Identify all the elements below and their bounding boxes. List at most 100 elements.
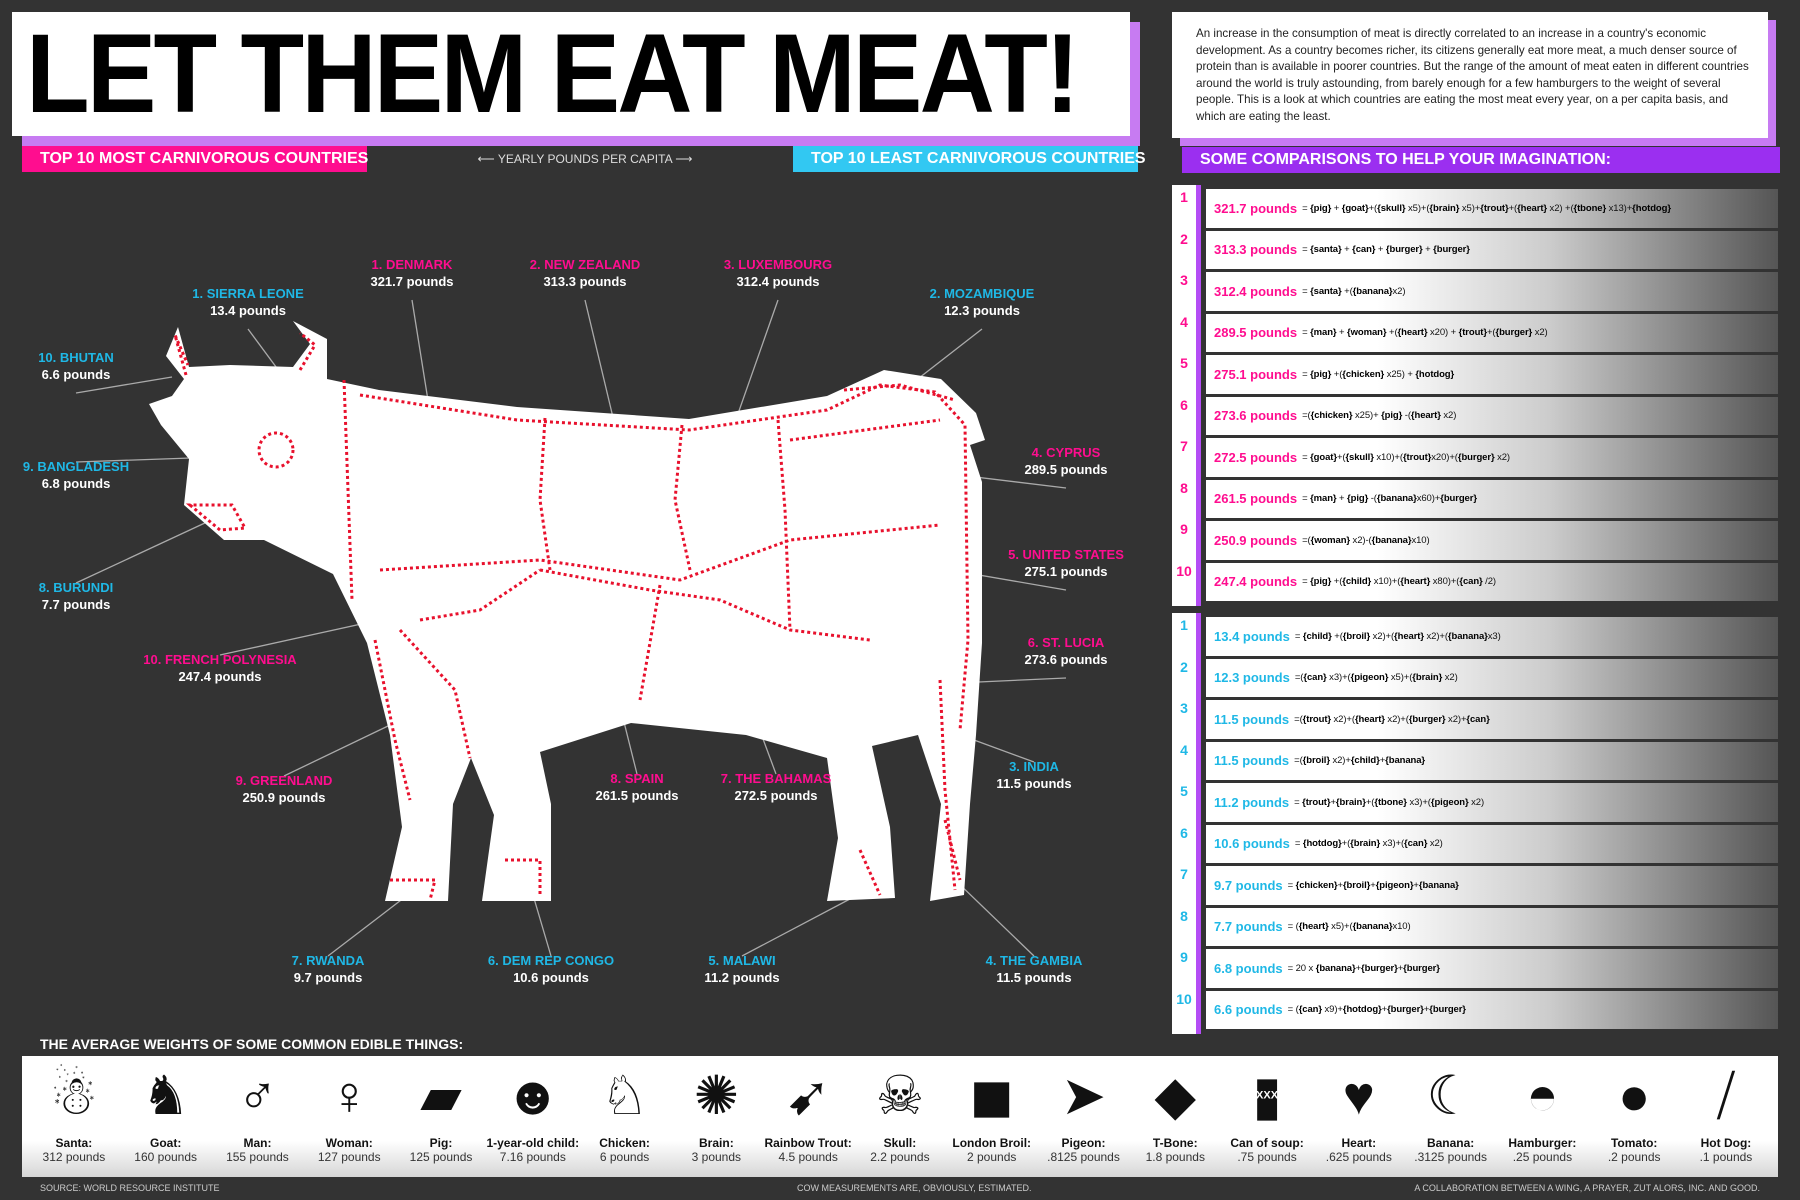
weight-value: 3 pounds [691, 1150, 742, 1164]
formula-text: = [1302, 327, 1311, 339]
comparison-row: 7.7 pounds = ({heart} x5)+({banana}x10) [1206, 907, 1778, 946]
formula-text: x2) [1532, 327, 1548, 339]
comparison-value: 11.5 pounds [1214, 753, 1290, 769]
can-icon: {can} [1352, 244, 1376, 256]
cow-diagram [75, 299, 1067, 957]
weight-name: Tomato: [1610, 1136, 1658, 1150]
child-icon: {child} [1342, 576, 1372, 588]
formula-text: x10)+( [1371, 576, 1401, 588]
formula-text: = [1302, 244, 1311, 256]
skull-icon: {skull} [1345, 451, 1374, 463]
weight-value: 4.5 pounds [778, 1150, 838, 1164]
weight-value: 127 pounds [317, 1150, 381, 1164]
formula-text: x2) +( [1547, 202, 1574, 214]
country-value: 313.3 pounds [543, 274, 627, 289]
comparison-value: 312.4 pounds [1214, 283, 1298, 299]
comparison-formula: =({can} x3)+({pigeon} x5)+({brain} x2) [1295, 672, 1458, 683]
weight-item: ⧸ Hot Dog: .1 pounds [1681, 1056, 1771, 1177]
formula-text: x10) [1392, 921, 1411, 933]
comparison-value: 11.2 pounds [1214, 794, 1290, 810]
weight-item: ▮ XXX Can of soup: .75 pounds [1222, 1056, 1312, 1177]
weight-value: .75 pounds [1237, 1150, 1297, 1164]
burger-icon: ◓ [1526, 1066, 1559, 1126]
weight-value: 6 pounds [599, 1150, 650, 1164]
weight-item: ☠ Skull: 2.2 pounds [855, 1056, 945, 1177]
formula-text: + [1381, 1004, 1388, 1016]
formula-text: + [1336, 327, 1348, 339]
child-icon: {child} [1350, 755, 1380, 767]
weight-name: Goat: [150, 1136, 182, 1150]
formula-text: +( [1368, 202, 1378, 214]
weight-item: ◼ London Broil: 2 pounds [947, 1056, 1037, 1177]
formula-text: +( [1341, 285, 1353, 297]
country-label: 7. THE BAHAMAS 272.5 pounds [721, 770, 832, 804]
formula-text: =( [1294, 755, 1303, 767]
comparison-row: 250.9 pounds =({woman} x2)-({banana}x10) [1206, 521, 1778, 560]
country-label: 7. RWANDA 9.7 pounds [292, 952, 365, 986]
country-value: 12.3 pounds [944, 303, 1020, 318]
country-label: 3. LUXEMBOURG 312.4 pounds [724, 256, 832, 290]
can-label: XXX [1256, 1089, 1279, 1102]
comparison-formula: = {chicken}+{broil}+{pigeon}+{banana} [1288, 880, 1459, 891]
child-icon: ☻ [504, 1066, 562, 1126]
weight-item: ☻ 1-year-old child: 7.16 pounds [486, 1056, 579, 1177]
man-icon: ♂ [237, 1066, 278, 1126]
leader-line [75, 376, 173, 394]
comparison-row: 313.3 pounds = {santa} + {can} + {burger}… [1206, 230, 1778, 269]
comparison-formula: =({chicken} x25)+ {pig} -({heart} x2) [1302, 410, 1456, 421]
formula-text: x2)+( [1384, 713, 1409, 725]
country-value: 9.7 pounds [293, 970, 363, 985]
weight-name: Can of soup: [1230, 1136, 1304, 1150]
comparison-formula: = {trout}+{brain}+({tbone} x3)+({pigeon}… [1294, 797, 1484, 808]
country-name: 10. FRENCH POLYNESIA [143, 652, 297, 667]
rank-number: 5 [1180, 783, 1188, 799]
weight-value: .25 pounds [1512, 1150, 1573, 1164]
burger-icon: {burger} [1433, 244, 1470, 256]
comparison-formula: =({woman} x2)-({banana}x10) [1302, 534, 1430, 546]
weight-value: .625 pounds [1325, 1150, 1392, 1164]
santa-icon: {santa} [1310, 285, 1342, 297]
skull-icon: {skull} [1377, 202, 1406, 214]
page-title: LET THEM EAT MEAT! [26, 11, 1080, 136]
brain-icon: {brain} [1429, 202, 1460, 214]
formula-text: x2)+ [1445, 713, 1467, 725]
comparison-value: 272.5 pounds [1214, 449, 1298, 465]
pig-icon: ▰ [420, 1066, 462, 1126]
comparison-formula: = {man} + {pig} -({banana}x60)+{burger} [1302, 493, 1477, 504]
weight-name: Hot Dog: [1700, 1136, 1752, 1150]
country-value: 11.5 pounds [996, 776, 1072, 791]
chicken-icon: {chicken} [1342, 368, 1385, 380]
country-value: 250.9 pounds [242, 790, 326, 805]
weight-item: ♀ Woman: 127 pounds [304, 1056, 394, 1177]
formula-text: /2) [1482, 576, 1496, 588]
country-value: 11.2 pounds [704, 970, 780, 985]
country-label: 8. BURUNDI 7.7 pounds [39, 579, 113, 613]
broil-icon: {broil} [1302, 755, 1330, 767]
comparison-row: 273.6 pounds =({chicken} x25)+ {pig} -({h… [1206, 396, 1778, 435]
man-icon: {man} [1310, 493, 1337, 505]
country-value: 312.4 pounds [736, 274, 820, 289]
heart-icon: ♥ [1342, 1066, 1375, 1126]
trout-icon: {trout} [1302, 713, 1331, 725]
country-value: 10.6 pounds [513, 970, 589, 985]
formula-text: +( [1486, 327, 1496, 339]
country-label: 10. FRENCH POLYNESIA 247.4 pounds [143, 651, 296, 685]
formula-text: x10) [1411, 534, 1430, 546]
trout-icon: {trout} [1302, 796, 1331, 808]
formula-text: +( [1386, 327, 1398, 339]
comparison-formula: =({trout} x2)+({heart} x2)+({burger} x2)… [1294, 714, 1490, 725]
heart-icon: {heart} [1298, 921, 1329, 933]
chicken-icon: {chicken} [1295, 879, 1338, 891]
brain-icon: {brain} [1412, 672, 1443, 684]
comparison-row: 289.5 pounds = {man} + {woman} +({heart} … [1206, 313, 1778, 352]
comparison-row: 6.6 pounds = ({can} x9)+{hotdog}+{burger}… [1206, 990, 1778, 1029]
weight-item: ➹ Rainbow Trout: 4.5 pounds [763, 1056, 853, 1177]
broil-icon: {broil} [1342, 630, 1371, 642]
formula-text: x3) [1487, 630, 1501, 642]
comparison-formula: = {santa} +({banana}x2) [1302, 286, 1405, 297]
rank-number: 10 [1176, 990, 1192, 1007]
weight-item: ☃ Santa: 312 pounds [29, 1056, 119, 1177]
comparison-row: 275.1 pounds = {pig} +({chicken} x25) + {… [1206, 355, 1778, 394]
country-name: 4. THE GAMBIA [985, 953, 1083, 968]
comparison-value: 247.4 pounds [1214, 574, 1298, 590]
